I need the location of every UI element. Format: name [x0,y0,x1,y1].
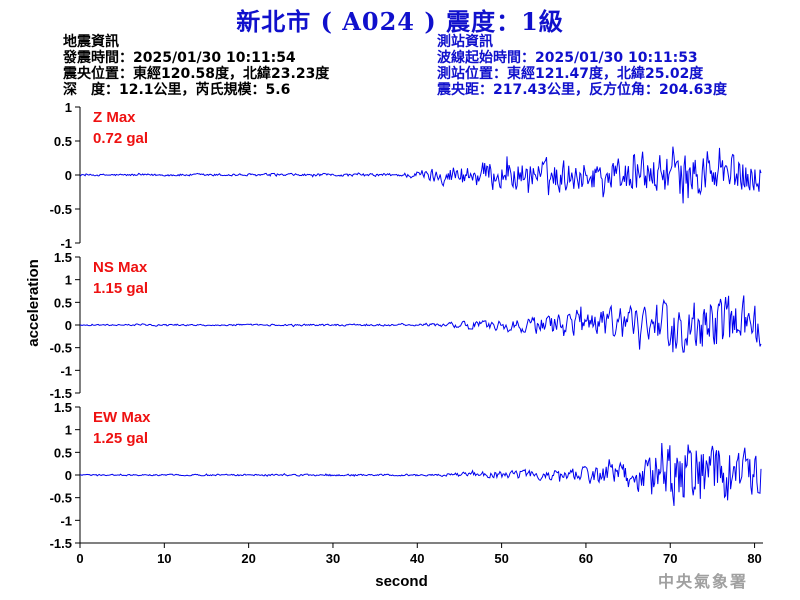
x-tick-label: 20 [241,551,255,566]
max-value-ew: 1.25 gal [93,430,148,447]
trace-z [79,146,762,204]
origin-time: 發震時間：2025/01/30 10:11:54 [63,50,296,66]
distance-azimuth: 震央距：217.43公里，反方位角：204.63度 [437,82,728,98]
y-tick-label: -1 [60,363,72,378]
earthquake-info-heading: 地震資訊 [63,34,119,50]
x-tick-label: 70 [663,551,677,566]
max-value-z: 0.72 gal [93,130,148,147]
trace-ew [79,442,762,506]
max-label-z: Z Max [93,109,136,126]
station-info: 測站資訊 波線起始時間：2025/01/30 10:11:53 測站位置：東經1… [437,34,727,98]
y-tick-label: 1 [65,100,72,115]
max-label-ns: NS Max [93,259,148,276]
earthquake-info: 地震資訊 發震時間：2025/01/30 10:11:54 震央位置：東經120… [63,34,329,98]
cwa-watermark: 中央氣象署 [657,572,748,591]
y-tick-label: -1 [60,236,72,251]
y-tick-label: 0 [65,168,72,183]
x-tick-label: 50 [494,551,508,566]
y-tick-label: 1 [65,273,72,288]
x-tick-label: 30 [326,551,340,566]
y-tick-label: 1 [65,423,72,438]
depth-magnitude: 深 度：12.1公里，芮氏規模：5.6 [63,82,291,98]
y-tick-label: -1 [60,513,72,528]
x-tick-label: 40 [410,551,424,566]
y-tick-label: 1.5 [54,400,72,415]
y-tick-label: 0 [65,318,72,333]
station-info-heading: 測站資訊 [437,34,493,50]
y-tick-label: 0.5 [54,445,72,460]
y-tick-label: -0.5 [50,491,72,506]
x-tick-label: 0 [76,551,83,566]
x-tick-label: 10 [157,551,171,566]
epicenter-location: 震央位置：東經120.58度，北緯23.23度 [63,66,330,82]
max-label-ew: EW Max [93,409,151,426]
trace-ns [79,295,762,353]
x-axis-label: second [375,573,428,590]
y-tick-label: 0.5 [54,295,72,310]
y-tick-label: 0 [65,468,72,483]
max-value-ns: 1.15 gal [93,280,148,297]
page-title: 新北市 ( A024 ) 震度：1級 [236,7,564,36]
y-tick-label: 1.5 [54,250,72,265]
y-tick-label: -1.5 [50,536,72,551]
y-tick-label: -1.5 [50,386,72,401]
y-tick-label: -0.5 [50,341,72,356]
y-axis-label: acceleration [25,259,42,347]
wave-start-time: 波線起始時間：2025/01/30 10:11:53 [437,50,698,66]
y-tick-label: -0.5 [50,202,72,217]
y-tick-label: 0.5 [54,134,72,149]
x-tick-label: 60 [579,551,593,566]
station-location: 測站位置：東經121.47度，北緯25.02度 [437,66,704,82]
x-tick-label: 80 [747,551,761,566]
